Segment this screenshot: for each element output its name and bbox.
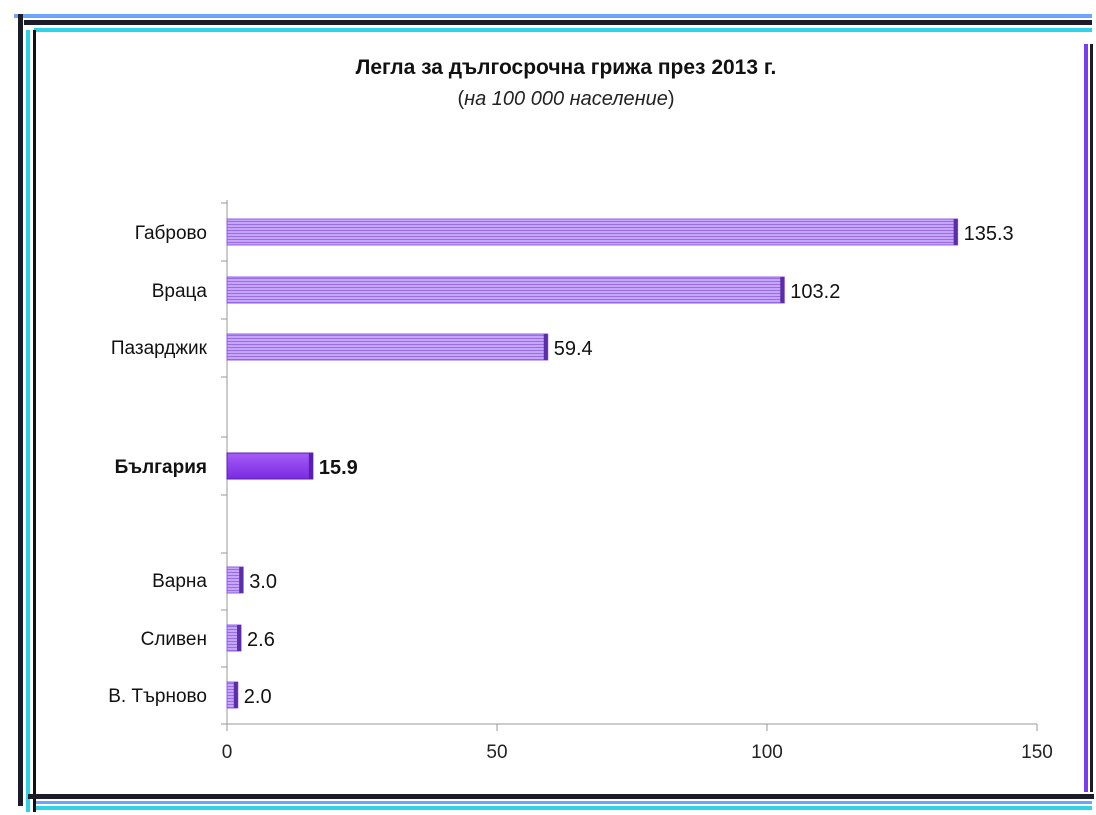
- data-label: 2.0: [244, 686, 272, 708]
- bar-end-cap: [237, 625, 242, 651]
- bar-end-cap: [953, 219, 958, 245]
- data-label: 135.3: [964, 223, 1014, 245]
- frame-left-black: [33, 30, 36, 812]
- bar: [226, 276, 785, 304]
- bar-end-cap: [543, 334, 548, 360]
- bar-end-cap: [780, 277, 785, 303]
- x-tick-label: 150: [1021, 742, 1053, 763]
- bar-highlight: [226, 452, 314, 480]
- bar-end-cap: [239, 567, 244, 593]
- subtitle-open-paren: (: [457, 88, 465, 110]
- frame-right-violet: [1084, 44, 1088, 792]
- frame-right-dark: [1090, 44, 1093, 792]
- data-label: 2.6: [247, 629, 275, 651]
- frame-left-dark: [18, 14, 23, 806]
- x-tick-label: 50: [486, 742, 507, 763]
- frame-bottom-cyan: [36, 806, 1092, 810]
- x-tick-label: 100: [751, 742, 783, 763]
- bar-end-cap: [308, 453, 313, 479]
- data-label: 3.0: [249, 571, 277, 593]
- subtitle-close-paren: ): [667, 88, 675, 110]
- chart-title: Легла за дългосрочна грижа през 2013 г.: [355, 56, 777, 79]
- frame-left-cyan: [26, 30, 30, 812]
- category-label: В. Търново: [108, 686, 207, 707]
- category-label: Габрово: [135, 223, 207, 244]
- data-label: 15.9: [319, 457, 358, 479]
- bar: [226, 218, 959, 246]
- category-label: Сливен: [141, 629, 207, 650]
- frame-bottom-dark: [28, 794, 1094, 799]
- frame-top-cyan: [34, 28, 1092, 32]
- category-label: Пазарджик: [111, 338, 208, 359]
- bar-end-cap: [233, 682, 238, 708]
- frame-bottom-accent: [36, 801, 1092, 804]
- category-label: България: [115, 457, 207, 478]
- data-label: 59.4: [554, 338, 593, 360]
- x-tick-label: 0: [222, 742, 233, 763]
- data-label: 103.2: [790, 281, 840, 303]
- subtitle-italic-text: на 100 000 население: [464, 88, 668, 110]
- category-label: Враца: [152, 281, 208, 302]
- category-label: Варна: [152, 571, 207, 592]
- frame-top-dark: [24, 20, 1092, 25]
- bar: [226, 333, 549, 361]
- chart-subtitle: (на 100 000 население): [0, 88, 1096, 111]
- frame-top-accent: [14, 14, 1092, 18]
